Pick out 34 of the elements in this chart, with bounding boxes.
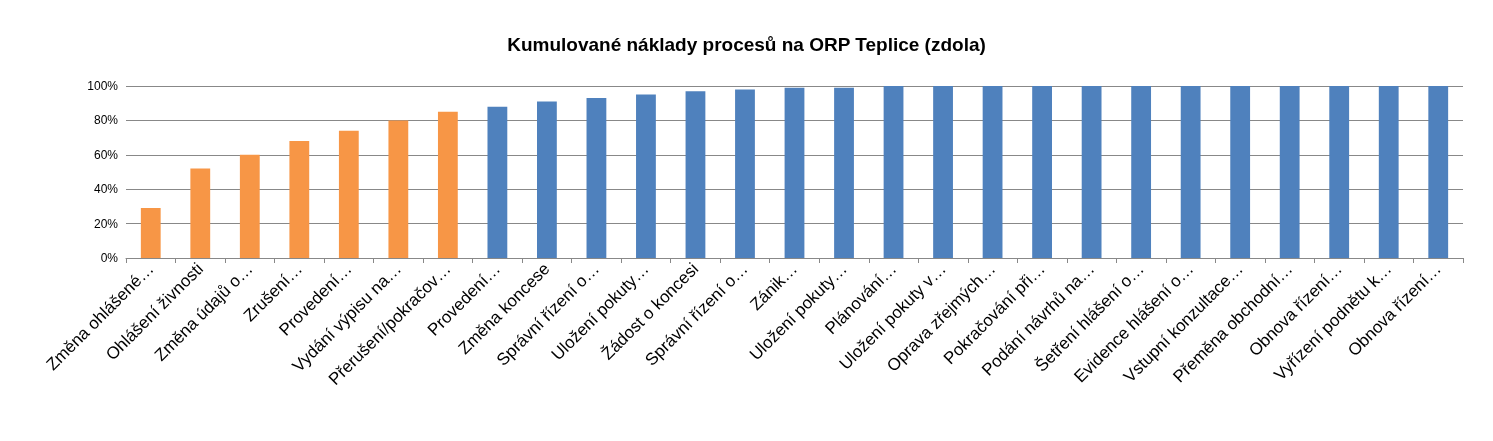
y-tick-label: 80% (93, 113, 119, 128)
bar (636, 94, 656, 258)
bar (784, 87, 805, 258)
chart-title: Kumulované náklady procesů na ORP Teplice (zdola) (507, 34, 986, 55)
bar (1279, 86, 1300, 258)
bar (537, 101, 557, 258)
bar (1428, 86, 1449, 258)
bar (1329, 86, 1350, 258)
bar (140, 208, 161, 258)
y-tick-label: 60% (93, 147, 119, 162)
bar (834, 87, 854, 258)
y-tick-label: 0% (100, 251, 119, 265)
bar (735, 89, 755, 258)
bar (289, 141, 310, 258)
bar (982, 86, 1003, 258)
y-tick-label: 100% (87, 79, 119, 93)
bar (1180, 86, 1201, 258)
bar (1081, 86, 1102, 258)
bar (190, 168, 211, 258)
bar (883, 86, 904, 258)
bar (239, 154, 260, 258)
bar (1032, 86, 1052, 258)
bar (388, 120, 409, 258)
y-tick-label: 20% (93, 216, 119, 231)
bar (1378, 86, 1399, 258)
bar (586, 98, 607, 258)
y-tick-label: 40% (93, 182, 119, 197)
bar (1230, 86, 1251, 258)
bar (437, 111, 458, 258)
bar (685, 91, 706, 258)
bar (933, 86, 953, 258)
bar (338, 130, 359, 258)
bar (1131, 86, 1152, 258)
bar (487, 106, 508, 258)
